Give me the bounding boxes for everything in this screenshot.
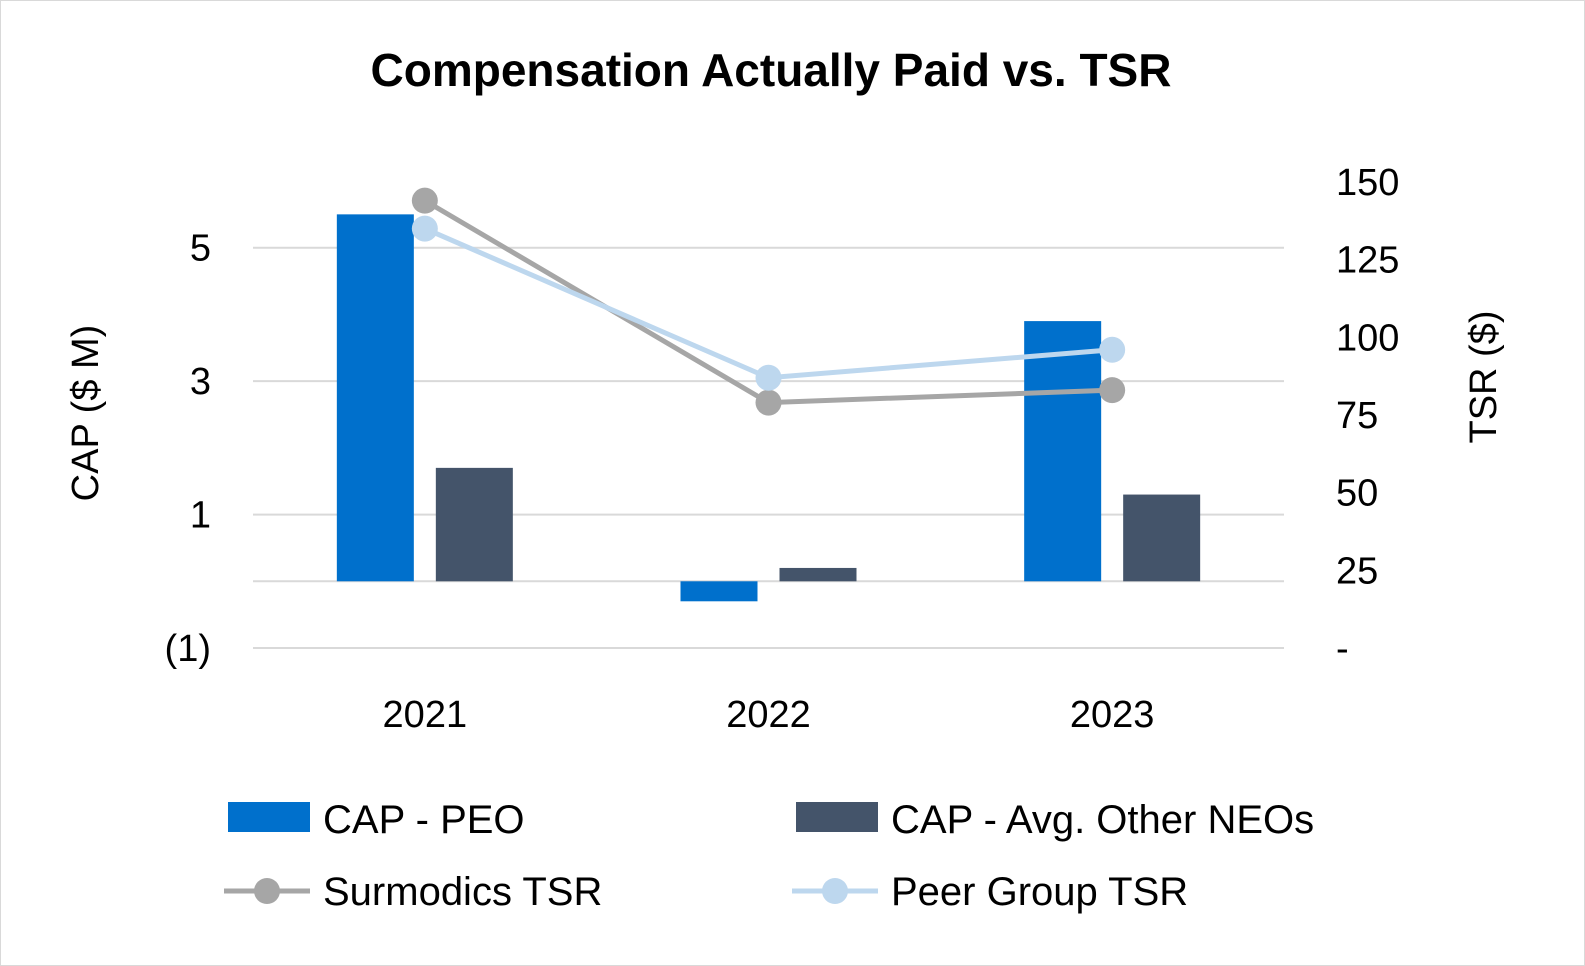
y-right-tick-label: 50: [1336, 473, 1378, 515]
chart-title: Compensation Actually Paid vs. TSR: [371, 44, 1172, 96]
y-right-tick-label: 100: [1336, 317, 1399, 359]
bar-cap-other-neos-2023: [1123, 494, 1201, 582]
point-surmodics-tsr-2021: [411, 187, 438, 214]
point-peer-group-tsr-2022: [755, 364, 782, 391]
y-right-ticks: - 25 50 75 100 125 150: [1336, 162, 1399, 670]
point-surmodics-tsr-2022: [755, 389, 782, 416]
legend-label-surmodics-tsr: Surmodics TSR: [323, 870, 602, 914]
x-tick-label: 2023: [1070, 694, 1155, 736]
legend-label-cap-other-neos: CAP - Avg. Other NEOs: [891, 798, 1314, 842]
legend: CAP - PEO CAP - Avg. Other NEOs Surmodics …: [224, 798, 1314, 914]
y-left-ticks: (1) 1 3 5: [165, 228, 211, 670]
point-peer-group-tsr-2023: [1099, 336, 1126, 363]
y-right-tick-label: 75: [1336, 395, 1378, 437]
legend-label-cap-peo: CAP - PEO: [323, 798, 525, 842]
legend-marker-peer-group-tsr: [822, 878, 848, 904]
bar-cap-peo-2021: [336, 214, 414, 582]
bar-cap-peo-2023: [1024, 321, 1102, 582]
bar-cap-other-neos-2022: [779, 567, 857, 582]
bar-cap-peo-2022: [680, 581, 758, 602]
legend-swatch-cap-peo: [228, 802, 310, 832]
legend-swatch-cap-other-neos: [796, 802, 878, 832]
y-left-tick-label: 1: [190, 495, 211, 537]
bar-cap-other-neos-2021: [435, 467, 513, 582]
x-tick-label: 2022: [726, 694, 811, 736]
y-left-tick-label: (1): [165, 628, 211, 670]
y-right-tick-label: 150: [1336, 162, 1399, 204]
point-peer-group-tsr-2021: [411, 215, 438, 242]
y-left-axis-title: CAP ($ M): [65, 325, 107, 502]
y-left-tick-label: 3: [190, 361, 211, 403]
x-tick-label: 2021: [383, 694, 468, 736]
bars: [336, 214, 1201, 602]
legend-marker-surmodics-tsr: [254, 878, 280, 904]
legend-label-peer-group-tsr: Peer Group TSR: [891, 870, 1188, 914]
y-right-axis-title: TSR ($): [1463, 311, 1505, 444]
y-right-tick-label: 125: [1336, 240, 1399, 282]
x-ticks: 2021 2022 2023: [383, 694, 1155, 736]
line-peer-group-tsr: [423, 226, 1113, 381]
y-left-tick-label: 5: [190, 228, 211, 270]
point-surmodics-tsr-2023: [1099, 377, 1126, 404]
y-right-tick-label: -: [1336, 628, 1349, 670]
y-right-tick-label: 25: [1336, 550, 1378, 592]
lines: [411, 187, 1126, 416]
